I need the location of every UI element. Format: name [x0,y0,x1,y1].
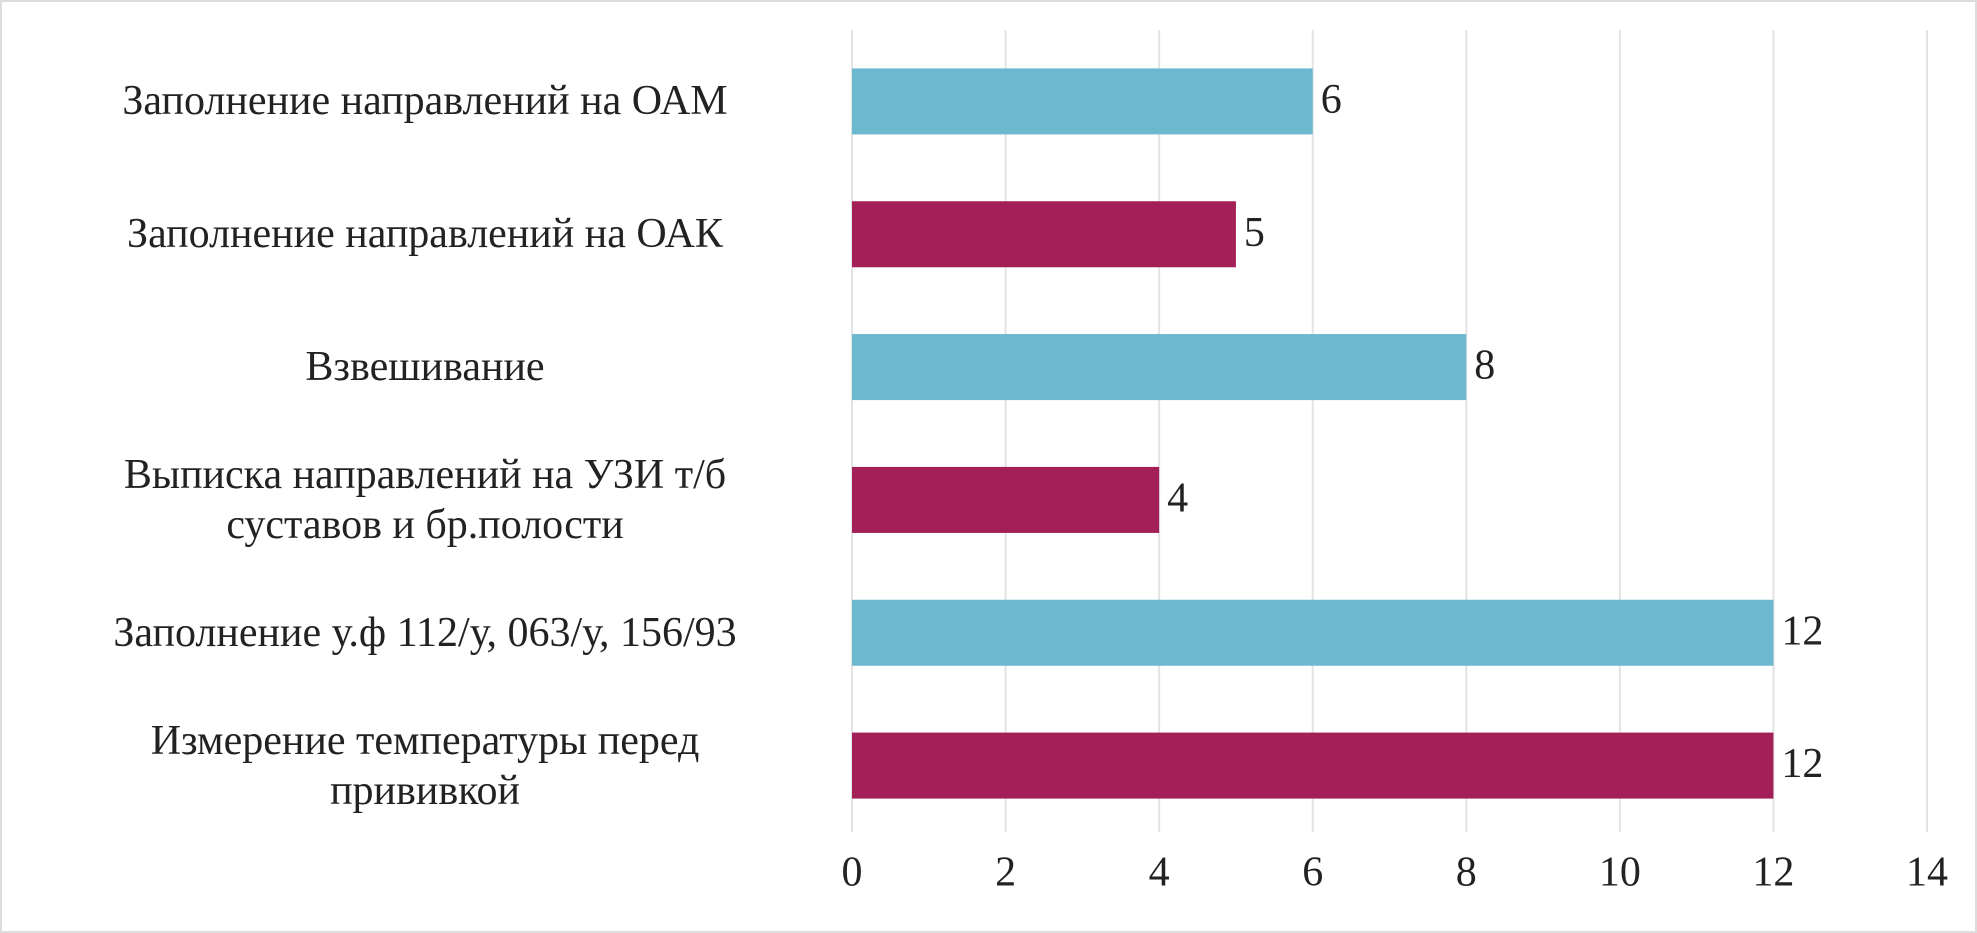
data-label: 4 [1167,476,1188,522]
y-tick-label: Взвешивание [305,344,545,391]
y-tick-label: Выписка направлений на УЗИ т/б суставов … [123,451,727,548]
bar [852,334,1467,401]
y-tick-label: Измерение температуры перед прививкой [150,717,700,814]
x-tick-label: 0 [842,850,863,896]
y-tick-label: Заполнение направлений на ОАК [127,211,723,258]
x-tick-label: 4 [1149,850,1170,896]
x-tick-label: 6 [1302,850,1323,896]
x-tick-label: 10 [1599,850,1641,896]
bar [852,201,1236,268]
y-tick-label: Заполнение направлений на ОАМ [122,78,728,125]
bar [852,732,1774,799]
bar [852,466,1160,533]
data-label: 12 [1781,741,1823,787]
data-label: 5 [1244,210,1265,256]
x-tick-label: 8 [1456,850,1477,896]
data-label: 6 [1321,77,1342,123]
x-tick-label: 2 [995,850,1016,896]
data-label: 12 [1781,608,1823,654]
data-label: 8 [1474,343,1495,389]
x-tick-label: 14 [1906,850,1948,896]
y-tick-label: Заполнение у.ф 112/у, 063/у, 156/93 [113,609,737,656]
bar [852,599,1774,666]
x-tick-label: 12 [1752,850,1794,896]
bar [852,68,1313,135]
